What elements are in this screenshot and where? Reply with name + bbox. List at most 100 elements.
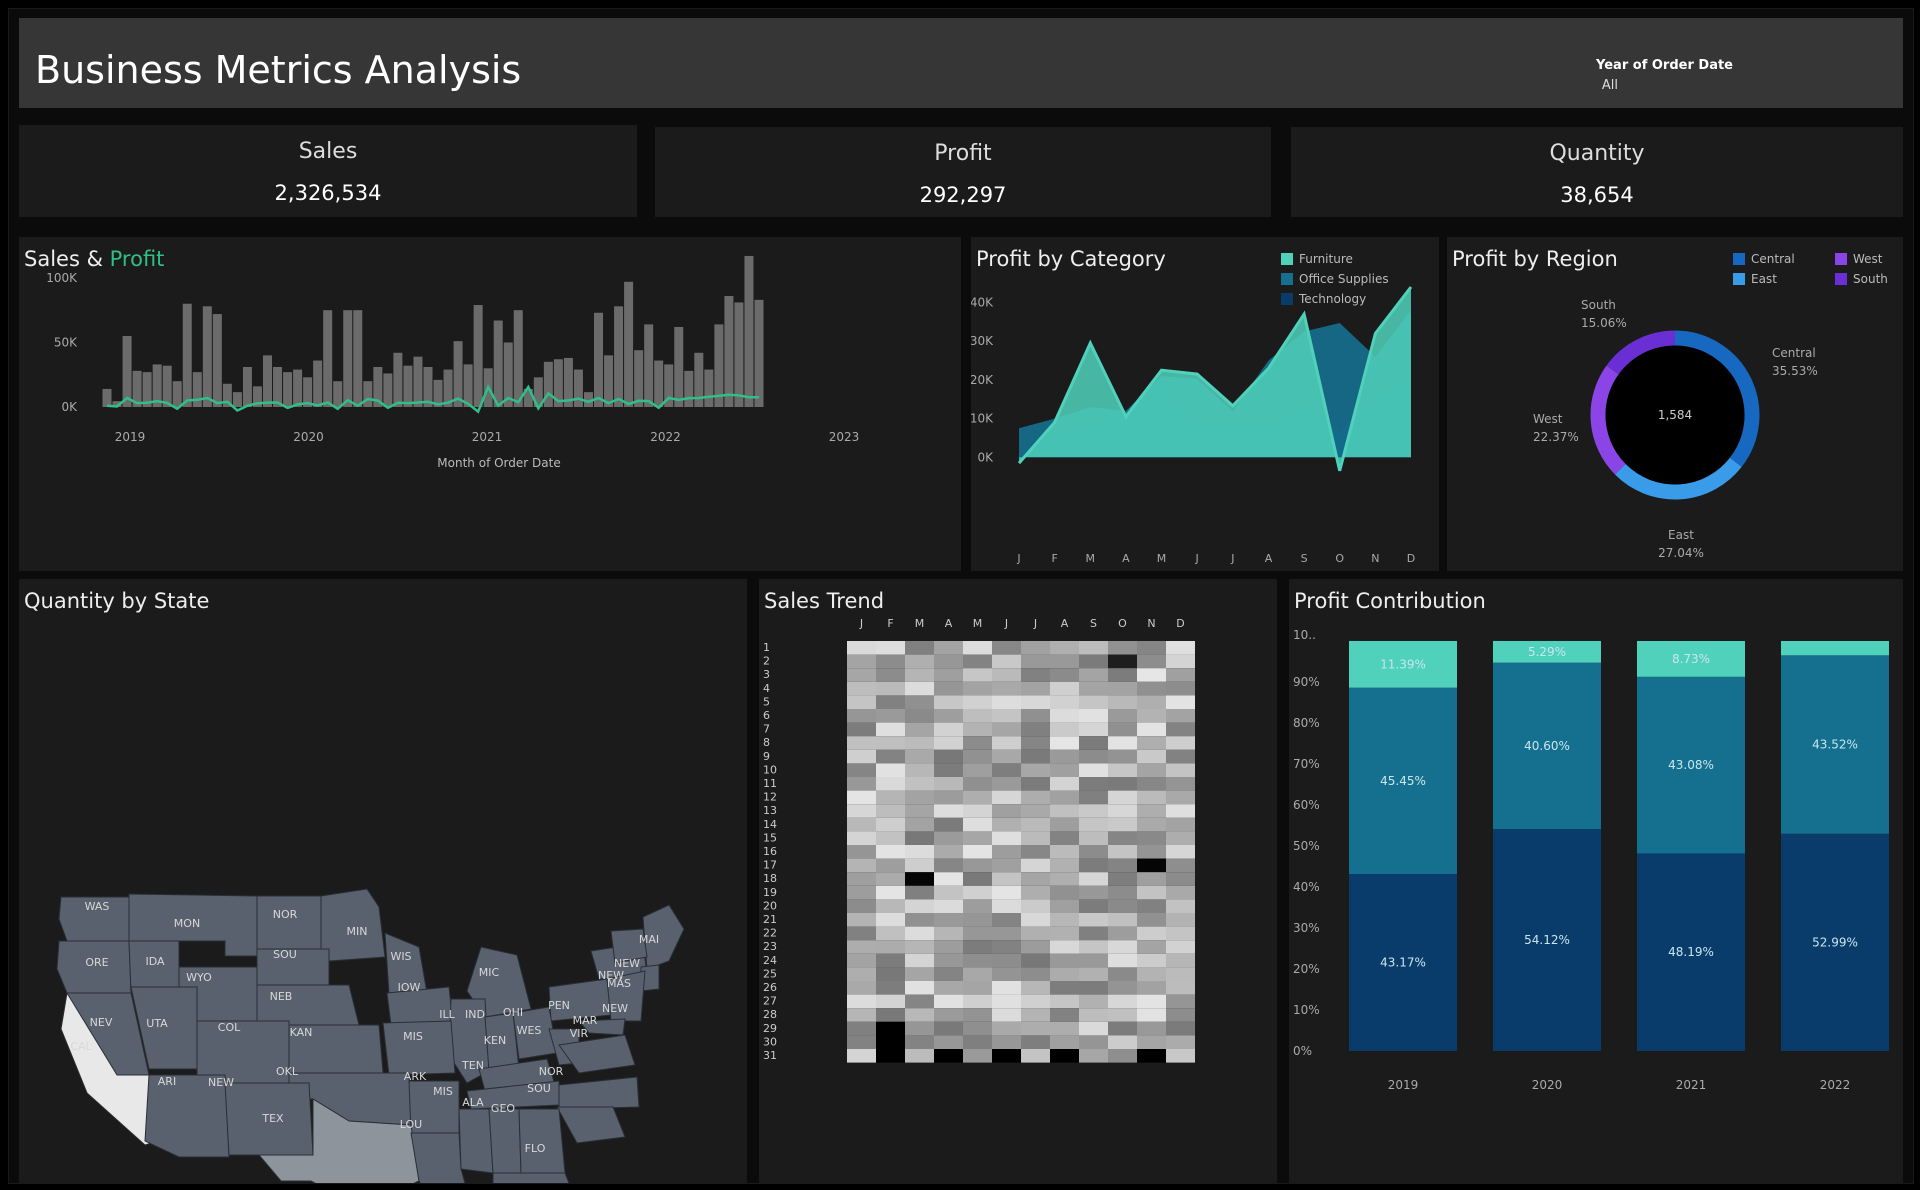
heatmap-cell — [1079, 1008, 1108, 1022]
profit-contribution-title: Profit Contribution — [1294, 589, 1486, 613]
state-label: SOU — [273, 948, 297, 961]
x-tick-label: J — [1195, 552, 1199, 565]
legend-furniture[interactable]: Furniture — [1281, 249, 1389, 269]
heatmap-cell — [1166, 967, 1195, 981]
heatmap-cell — [934, 845, 963, 859]
heatmap-cell — [1108, 709, 1137, 723]
segment-label: 40.60% — [1524, 739, 1570, 753]
heatmap-cell — [1108, 913, 1137, 927]
heatmap-cell — [847, 885, 876, 900]
heatmap-cell — [847, 940, 876, 954]
heatmap-cell — [992, 641, 1021, 655]
heatmap-cell — [992, 913, 1021, 927]
heatmap-cell — [1137, 763, 1166, 777]
heatmap-cell — [1108, 1035, 1137, 1049]
sales-bar — [493, 320, 503, 407]
heatmap-cell — [1021, 668, 1050, 682]
heatmap-cell — [876, 967, 905, 981]
sales-bar — [563, 357, 573, 407]
heatmap-cell — [992, 953, 1021, 968]
heatmap-cell — [1166, 804, 1195, 818]
x-tick-label: 2021 — [1676, 1078, 1707, 1092]
heatmap-cell — [1166, 953, 1195, 968]
legend-west[interactable]: West — [1835, 249, 1915, 269]
kpi-profit-label: Profit — [934, 141, 992, 166]
state-shape — [606, 970, 646, 1022]
state-label: ARI — [158, 1075, 176, 1088]
year-filter-value[interactable]: All — [1601, 78, 1618, 93]
heatmap-cell — [992, 940, 1021, 954]
y-tick-label: 20% — [1293, 962, 1320, 976]
state-label: NOR — [539, 1065, 564, 1078]
y-tick-label: 60% — [1293, 798, 1320, 812]
x-tick-label: M — [1086, 552, 1096, 565]
x-tick-label: A — [1265, 552, 1273, 565]
sales-bar — [363, 381, 373, 407]
heatmap-col-label: O — [1118, 617, 1127, 630]
legend-office-supplies[interactable]: Office Supplies — [1281, 269, 1389, 289]
heatmap-cell — [963, 967, 992, 981]
heatmap-cell — [1050, 872, 1079, 886]
heatmap-cell — [934, 763, 963, 777]
heatmap-cell — [1137, 817, 1166, 832]
heatmap-cell — [847, 831, 876, 845]
stacked-bar-segment — [1493, 662, 1601, 830]
heatmap-cell — [1137, 1035, 1166, 1049]
heatmap-cell — [905, 654, 934, 669]
heatmap-cell — [934, 804, 963, 818]
heatmap-cell — [1050, 1021, 1079, 1036]
heatmap-cell — [963, 749, 992, 764]
sales-bar — [543, 361, 553, 407]
legend-south[interactable]: South — [1835, 269, 1915, 289]
heatmap-cell — [934, 1021, 963, 1036]
heatmap-cell — [1166, 1049, 1195, 1063]
heatmap-cell — [1050, 763, 1079, 777]
heatmap-cell — [1050, 804, 1079, 818]
y-tick-label: 70% — [1293, 757, 1320, 771]
legend-east[interactable]: East — [1733, 269, 1835, 289]
heatmap-cell — [1137, 668, 1166, 682]
heatmap-cell — [876, 899, 905, 913]
sales-bar — [232, 392, 242, 407]
heatmap-row-label: 17 — [763, 859, 777, 872]
sales-bar — [443, 369, 453, 407]
heatmap-cell — [1021, 1021, 1050, 1036]
heatmap-cell — [1079, 926, 1108, 941]
state-label: NEW — [208, 1076, 234, 1089]
state-label: COL — [218, 1021, 241, 1034]
legend-technology[interactable]: Technology — [1281, 289, 1389, 309]
sales-bar — [202, 306, 212, 407]
heatmap-cell — [847, 1049, 876, 1063]
heatmap-cell — [1021, 872, 1050, 886]
heatmap-cell — [992, 804, 1021, 818]
x-tick-label: S — [1301, 552, 1308, 565]
heatmap-cell — [1137, 695, 1166, 709]
profit-category-chart: 40K 30K 20K 10K 0K J F M A M J J A S O N D — [971, 286, 1415, 565]
heatmap-cell — [963, 668, 992, 682]
heatmap-cell — [934, 1049, 963, 1063]
heatmap-cell — [1050, 709, 1079, 723]
stacked-bar-segment — [1637, 641, 1745, 677]
heatmap-cell — [1079, 967, 1108, 981]
state-label: IND — [465, 1008, 485, 1021]
donut-slice-south — [1606, 330, 1676, 375]
heatmap-cell — [905, 1035, 934, 1049]
heatmap-cell — [934, 831, 963, 845]
state-shape — [257, 1098, 420, 1183]
heatmap-cell — [1166, 641, 1195, 655]
region-label-pct: 22.37% — [1533, 430, 1579, 444]
sales-bar — [252, 386, 262, 407]
heatmap-cell — [992, 736, 1021, 750]
x-tick-label: 2022 — [650, 430, 681, 444]
heatmap-row-label: 23 — [763, 940, 777, 953]
heatmap-cell — [905, 872, 934, 886]
profit-line — [106, 384, 759, 414]
segment-label: 43.08% — [1668, 758, 1714, 772]
legend-central[interactable]: Central — [1733, 249, 1835, 269]
heatmap-cell — [1166, 926, 1195, 941]
heatmap-cell — [1108, 668, 1137, 682]
state-label: TEN — [461, 1059, 484, 1072]
heatmap-row-label: 18 — [763, 872, 777, 885]
heatmap-row-label: 6 — [763, 709, 770, 722]
heatmap-cell — [1137, 804, 1166, 818]
